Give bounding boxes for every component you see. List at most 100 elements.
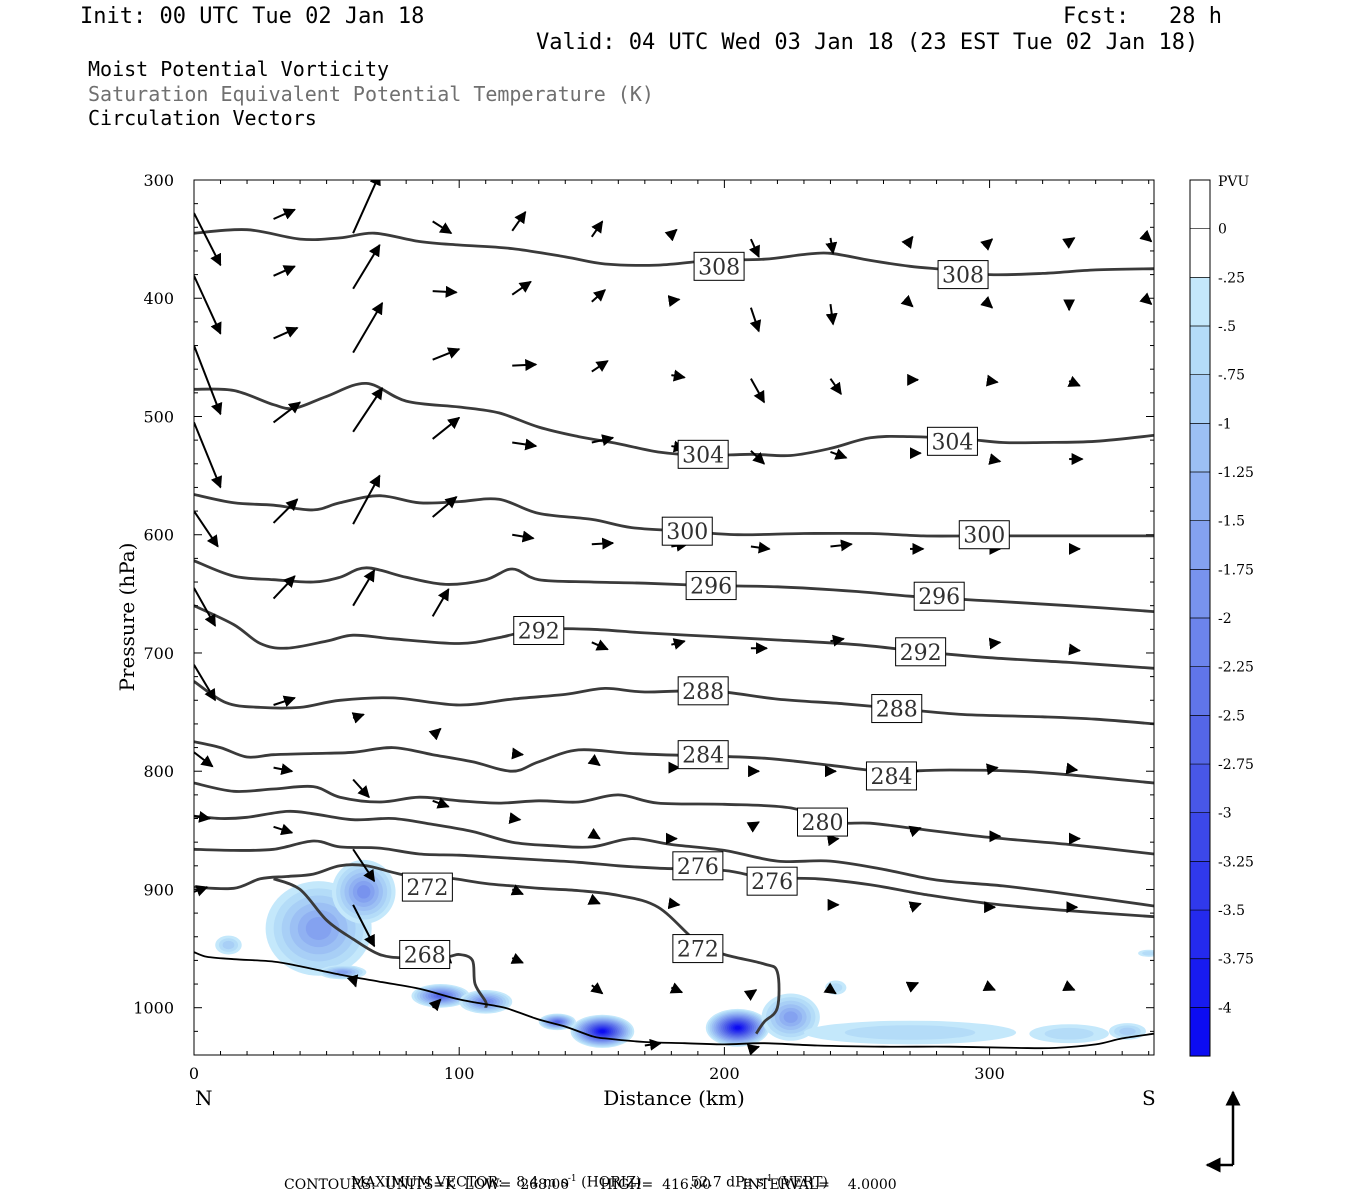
circulation-vector <box>591 289 606 303</box>
circulation-vector <box>988 637 1002 650</box>
circulation-vector <box>830 539 853 552</box>
contour-label: 284 <box>870 765 912 790</box>
theta-es-contour <box>194 839 1154 919</box>
circulation-vector <box>900 294 914 308</box>
circulation-vector <box>273 265 296 277</box>
circulation-vector <box>194 810 212 823</box>
circulation-vector <box>823 982 837 995</box>
circulation-vector <box>908 825 922 838</box>
y-tick-label: 600 <box>143 526 174 545</box>
circulation-vector <box>644 1038 662 1051</box>
circulation-vector <box>352 387 384 433</box>
circulation-vector <box>351 712 365 724</box>
colorbar-label: -.75 <box>1218 368 1245 384</box>
circulation-vector <box>590 982 604 995</box>
pv-fill-region <box>844 1025 976 1040</box>
contour-label-box <box>685 571 737 601</box>
contour-label: 284 <box>682 744 724 769</box>
y-tick-label: 800 <box>143 762 174 781</box>
contour-label: 296 <box>918 585 960 610</box>
circulation-vector <box>1139 292 1153 305</box>
circulation-vector <box>587 754 601 767</box>
circulation-vector <box>671 638 686 650</box>
colorbar-cell <box>1190 472 1210 521</box>
circulation-vector <box>512 438 538 451</box>
colorbar-cell <box>1190 764 1210 813</box>
theta-es-contour <box>194 809 1154 908</box>
x-tick-label: 0 <box>189 1064 199 1083</box>
colorbar-label: -1.5 <box>1218 514 1245 530</box>
colorbar-label: -3.5 <box>1218 903 1245 919</box>
circulation-vector <box>432 496 458 518</box>
contour-label: 292 <box>900 641 942 666</box>
circulation-vector <box>750 541 771 554</box>
circulation-vector <box>908 901 922 913</box>
circulation-vector <box>431 588 450 617</box>
circulation-vector <box>988 453 1002 465</box>
circulation-vector <box>194 345 223 416</box>
circulation-vector <box>428 727 442 741</box>
circulation-vector <box>352 180 381 234</box>
field-title-vectors: Circulation Vectors <box>88 106 317 130</box>
contour-label: 288 <box>682 680 724 705</box>
contour-label-box <box>797 807 849 837</box>
circulation-vector <box>352 778 370 799</box>
valid-time: Valid: 04 UTC Wed 03 Jan 18 (23 EST Tue … <box>536 30 1199 55</box>
colorbar-cell <box>1190 910 1210 959</box>
circulation-vector <box>830 448 848 460</box>
circulation-vector <box>352 244 381 290</box>
theta-es-contour <box>194 680 1154 726</box>
contour-label: 280 <box>802 811 844 836</box>
pv-fill-layer <box>215 859 1154 1048</box>
colorbar-label: -4 <box>1218 1000 1232 1016</box>
circulation-vector <box>194 587 217 627</box>
circulation-vector <box>352 904 376 948</box>
circulation-vector <box>510 952 524 964</box>
contour-label-box <box>895 637 947 667</box>
contour-label-box <box>513 616 565 646</box>
circulation-vector <box>749 307 762 333</box>
circulation-vector <box>194 422 222 489</box>
field-title-theta-es: Saturation Equivalent Potential Temperat… <box>88 82 654 106</box>
colorbar-cell <box>1190 423 1210 473</box>
colorbar-label: -2.25 <box>1218 660 1254 676</box>
circulation-vector <box>587 893 601 905</box>
contour-label: 272 <box>406 876 448 901</box>
circulation-vector <box>590 220 604 238</box>
y-tick-label: 500 <box>143 407 174 426</box>
colorbar-cell <box>1190 958 1210 1008</box>
x-tick-label: 300 <box>974 1064 1005 1083</box>
circulation-vector <box>511 210 527 232</box>
contour-label: 296 <box>690 575 732 600</box>
y-tick-label: 300 <box>143 171 174 190</box>
circulation-vector <box>273 823 294 836</box>
colorbar-cell <box>1190 715 1210 765</box>
contour-label-box <box>401 872 453 902</box>
horiz-exponent: -1 <box>567 1174 577 1184</box>
contour-label-box <box>693 251 745 281</box>
circulation-vector <box>1062 237 1076 249</box>
circulation-vector <box>346 974 359 988</box>
theta-es-contour <box>194 740 1154 785</box>
circulation-vector <box>512 359 538 371</box>
reference-vector-icon <box>1205 1090 1241 1173</box>
circulation-vector <box>273 208 296 220</box>
pv-colorbar: PVU 0 -.25 -.5 -.75 -1 -1.25 -1.5 -1.75 -2 -2.25 -2… <box>1189 174 1254 1057</box>
circulation-vector <box>272 401 302 424</box>
circulation-vector <box>591 360 609 373</box>
contour-label-box <box>672 851 724 881</box>
max-vector-line: MAXIMUM VECTOR: 8.4 m s-1 (HORIZ) 52.7 d… <box>342 1158 828 1191</box>
field-title-pv: Moist Potential Vorticity <box>88 57 390 81</box>
colorbar-label: -.25 <box>1218 270 1245 286</box>
colorbar-cell <box>1190 666 1210 716</box>
horiz-unit: (HORIZ) <box>581 1174 642 1191</box>
circulation-vector <box>982 980 996 992</box>
circulation-vector <box>194 664 217 702</box>
contour-label-box <box>399 939 451 969</box>
circulation-vector <box>432 220 453 235</box>
contour-label-box <box>661 516 713 546</box>
contour-label-box <box>913 581 965 611</box>
pv-fill-region <box>554 1020 561 1024</box>
contour-label: 304 <box>682 443 724 468</box>
colorbar-label: -1.75 <box>1218 562 1254 578</box>
